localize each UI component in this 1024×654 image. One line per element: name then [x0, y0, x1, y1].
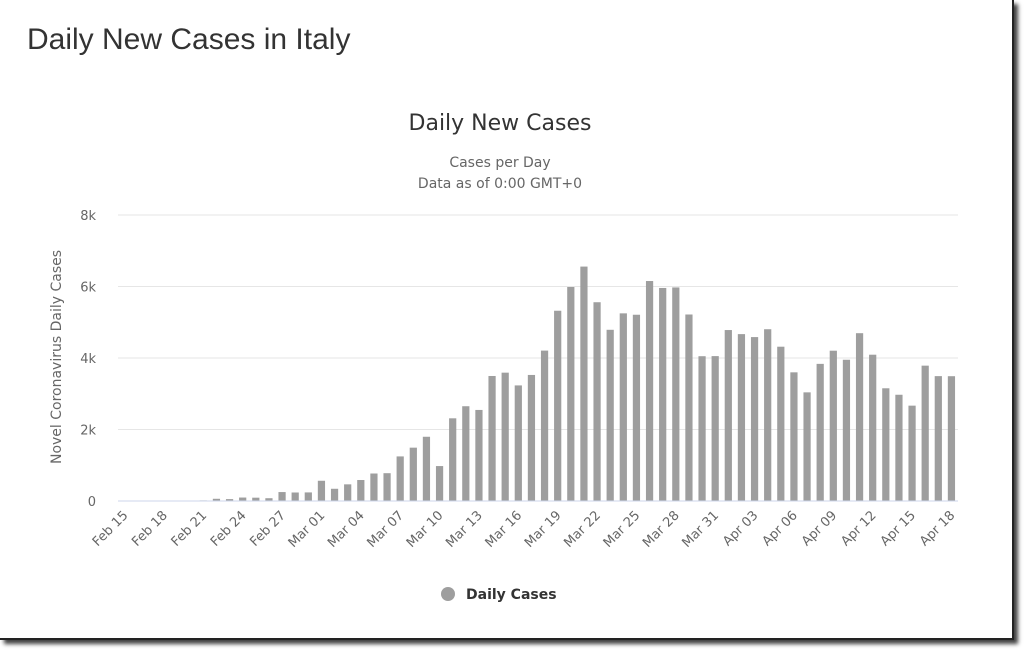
bar[interactable] — [908, 405, 916, 501]
x-tick-label: Feb 15 — [90, 508, 132, 550]
bar[interactable] — [383, 473, 391, 501]
bar[interactable] — [947, 376, 956, 501]
y-tick-label: 4k — [80, 352, 96, 367]
x-tick-label: Apr 09 — [799, 508, 840, 549]
bar[interactable] — [842, 359, 851, 501]
x-tick-label: Apr 18 — [917, 508, 958, 549]
y-axis-tick-labels: 0 2k 4k 6k 8k — [80, 209, 96, 510]
bar[interactable] — [934, 376, 942, 501]
bar[interactable] — [606, 329, 614, 501]
x-tick-label: Mar 07 — [364, 508, 407, 551]
x-tick-label: Mar 16 — [483, 508, 526, 551]
bar[interactable] — [711, 356, 719, 501]
legend[interactable]: Daily Cases — [441, 587, 557, 603]
bar[interactable] — [449, 418, 457, 501]
bar[interactable] — [737, 334, 746, 501]
x-tick-label: Mar 19 — [522, 508, 565, 551]
bar[interactable] — [304, 492, 312, 501]
bar[interactable] — [645, 281, 654, 501]
bar[interactable] — [225, 499, 234, 501]
bar[interactable] — [672, 287, 680, 501]
bar[interactable] — [317, 480, 326, 501]
legend-marker — [441, 587, 455, 601]
x-tick-label: Mar 28 — [640, 508, 683, 551]
bar[interactable] — [882, 388, 890, 501]
bar[interactable] — [278, 492, 286, 501]
chart-card: Daily New Cases in Italy — [0, 0, 1014, 640]
gridlines — [118, 214, 958, 430]
bar[interactable] — [895, 394, 903, 501]
bar[interactable] — [330, 488, 339, 501]
daily-cases-chart: Daily New Cases Cases per Day Data as of… — [49, 111, 958, 603]
bar[interactable] — [855, 333, 864, 501]
legend-label-daily-cases[interactable]: Daily Cases — [466, 587, 557, 603]
x-tick-label: Mar 22 — [561, 508, 604, 551]
bar[interactable] — [567, 287, 575, 501]
bar[interactable] — [790, 372, 798, 501]
bar[interactable] — [409, 447, 417, 501]
bar[interactable] — [724, 330, 732, 501]
x-tick-label: Mar 13 — [443, 508, 486, 551]
x-tick-label: Mar 25 — [601, 508, 644, 551]
x-tick-label: Apr 06 — [760, 508, 801, 549]
bar[interactable] — [580, 266, 588, 501]
bar[interactable] — [698, 356, 706, 501]
chart-title: Daily New Cases — [409, 111, 592, 136]
y-axis-title: Novel Coronavirus Daily Cases — [49, 250, 65, 464]
bar[interactable] — [422, 436, 431, 501]
bar[interactable] — [659, 287, 667, 501]
bar[interactable] — [619, 313, 627, 501]
x-tick-label: Mar 01 — [286, 508, 329, 551]
bar[interactable] — [803, 392, 811, 501]
bar[interactable] — [829, 350, 837, 501]
bar[interactable] — [488, 375, 496, 501]
bar[interactable] — [593, 302, 601, 501]
bar[interactable] — [514, 385, 522, 501]
chart-subtitle-line-2: Data as of 0:00 GMT+0 — [418, 176, 582, 192]
bar[interactable] — [527, 374, 536, 501]
bar[interactable] — [475, 409, 483, 501]
x-tick-label: Feb 27 — [247, 508, 289, 550]
y-tick-label: 0 — [88, 495, 96, 510]
y-tick-label: 8k — [80, 209, 96, 224]
x-tick-label: Mar 31 — [679, 508, 722, 551]
chart-subtitle-line-1: Cases per Day — [449, 155, 550, 171]
bar[interactable] — [212, 498, 221, 501]
x-tick-label: Feb 24 — [208, 508, 250, 550]
bar[interactable] — [435, 466, 444, 501]
bar[interactable] — [239, 497, 247, 501]
bar[interactable] — [252, 497, 260, 501]
bar[interactable] — [396, 456, 404, 501]
bar[interactable] — [540, 350, 549, 501]
x-tick-label: Apr 12 — [838, 508, 879, 549]
page-title: Daily New Cases in Italy — [27, 23, 351, 56]
bar[interactable] — [869, 354, 877, 501]
bar[interactable] — [764, 329, 772, 501]
bar[interactable] — [501, 372, 509, 501]
bar[interactable] — [357, 480, 365, 501]
bar[interactable] — [685, 314, 693, 501]
x-tick-label: Mar 04 — [325, 508, 368, 551]
x-tick-label: Apr 03 — [720, 508, 761, 549]
x-tick-label: Feb 21 — [169, 508, 211, 550]
bar[interactable] — [370, 473, 378, 501]
bar[interactable] — [554, 310, 562, 501]
bar[interactable] — [462, 406, 470, 501]
bar[interactable] — [750, 337, 759, 501]
bar[interactable] — [777, 346, 785, 501]
x-tick-label: Feb 18 — [129, 508, 171, 550]
bar[interactable] — [265, 498, 273, 501]
y-tick-label: 2k — [80, 424, 96, 439]
x-tick-label: Apr 15 — [878, 508, 919, 549]
bar[interactable] — [921, 365, 929, 501]
bar[interactable] — [632, 314, 641, 501]
bar[interactable] — [816, 363, 824, 501]
x-tick-label: Mar 10 — [404, 508, 447, 551]
bars — [199, 266, 956, 502]
bar[interactable] — [291, 492, 299, 501]
y-tick-label: 6k — [80, 281, 96, 296]
bar[interactable] — [344, 484, 352, 501]
